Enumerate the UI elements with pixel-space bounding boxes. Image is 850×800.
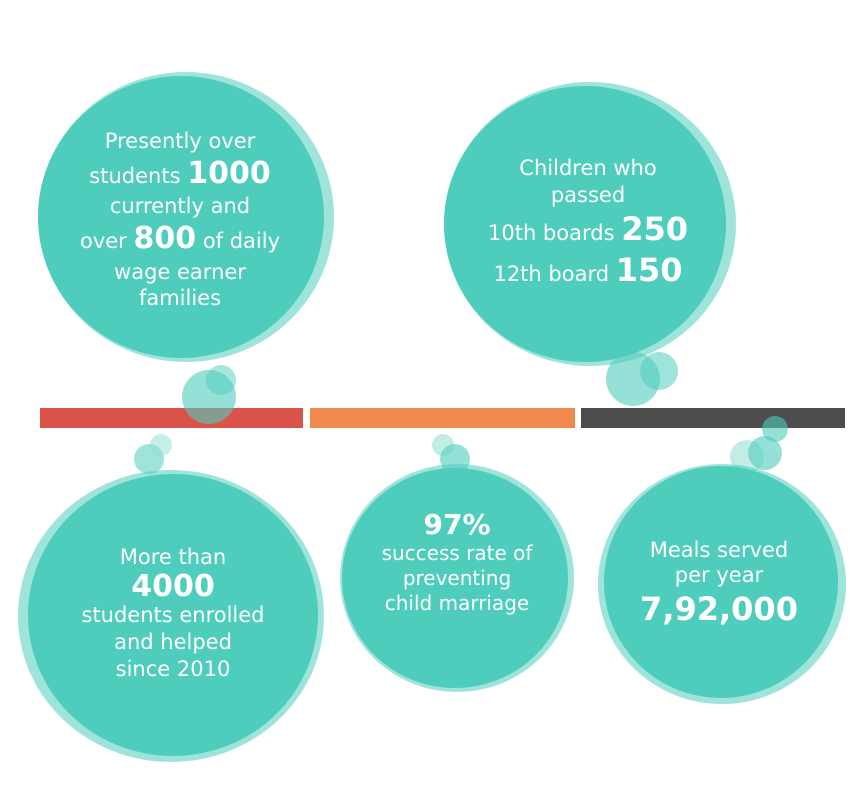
- connector-bubble: [150, 434, 172, 456]
- stat-board-10th-count: 250: [621, 209, 688, 248]
- stat-students-line5: wage earner: [114, 259, 246, 284]
- stat-enrolled-line1: More than: [119, 545, 227, 569]
- stat-students-count: 1000: [187, 155, 271, 191]
- stat-enrolled-line3: and helped: [114, 630, 232, 655]
- stat-enrolled-text: More than 4000 students enrolled and hel…: [50, 544, 296, 683]
- stat-board-12th-count: 150: [615, 250, 683, 289]
- stat-families-count: 800: [133, 221, 197, 257]
- stat-enrolled-count: 4000: [131, 568, 215, 604]
- stat-board-12th-label: 12th board: [493, 261, 610, 286]
- stat-board-text: Children who passed 10th boards 250 12th…: [470, 155, 706, 291]
- stat-marriage-line2: preventing: [402, 565, 512, 590]
- connector-bubble: [762, 416, 788, 442]
- stat-meals-line2: per year: [674, 563, 764, 588]
- stat-meals-text: Meals served per year 7,92,000: [612, 538, 826, 632]
- stat-marriage-text: 97% success rate of preventing child mar…: [352, 508, 562, 616]
- stat-board-line2: passed: [550, 182, 626, 207]
- stat-marriage-line1: success rate of: [381, 540, 533, 565]
- stat-board-line1: Children who: [519, 156, 657, 180]
- stat-students-line1: Presently over: [104, 129, 256, 153]
- stat-students-line6: families: [138, 286, 222, 311]
- stat-board-10th-label: 10th boards: [487, 220, 615, 245]
- stat-marriage-percent: 97%: [423, 508, 491, 541]
- stat-enrolled-line4: since 2010: [115, 657, 231, 682]
- stat-students-text: Presently over students 1000 currently a…: [60, 128, 300, 312]
- stat-families-label-post: of daily: [202, 229, 281, 254]
- timeline-segment-orange: [310, 408, 575, 428]
- stat-meals-count: 7,92,000: [640, 590, 798, 629]
- stat-families-label-pre: over: [79, 229, 127, 254]
- timeline-segment-red: [40, 408, 303, 428]
- connector-bubble: [640, 352, 678, 390]
- stat-marriage-line3: child marriage: [384, 590, 530, 615]
- stat-students-line2-label: students: [89, 163, 181, 188]
- timeline-segment-gray: [581, 408, 845, 428]
- stat-students-line3: currently and: [109, 194, 251, 219]
- stat-enrolled-line2: students enrolled: [81, 603, 265, 628]
- stat-meals-line1: Meals served: [649, 538, 789, 562]
- connector-bubble: [206, 365, 236, 395]
